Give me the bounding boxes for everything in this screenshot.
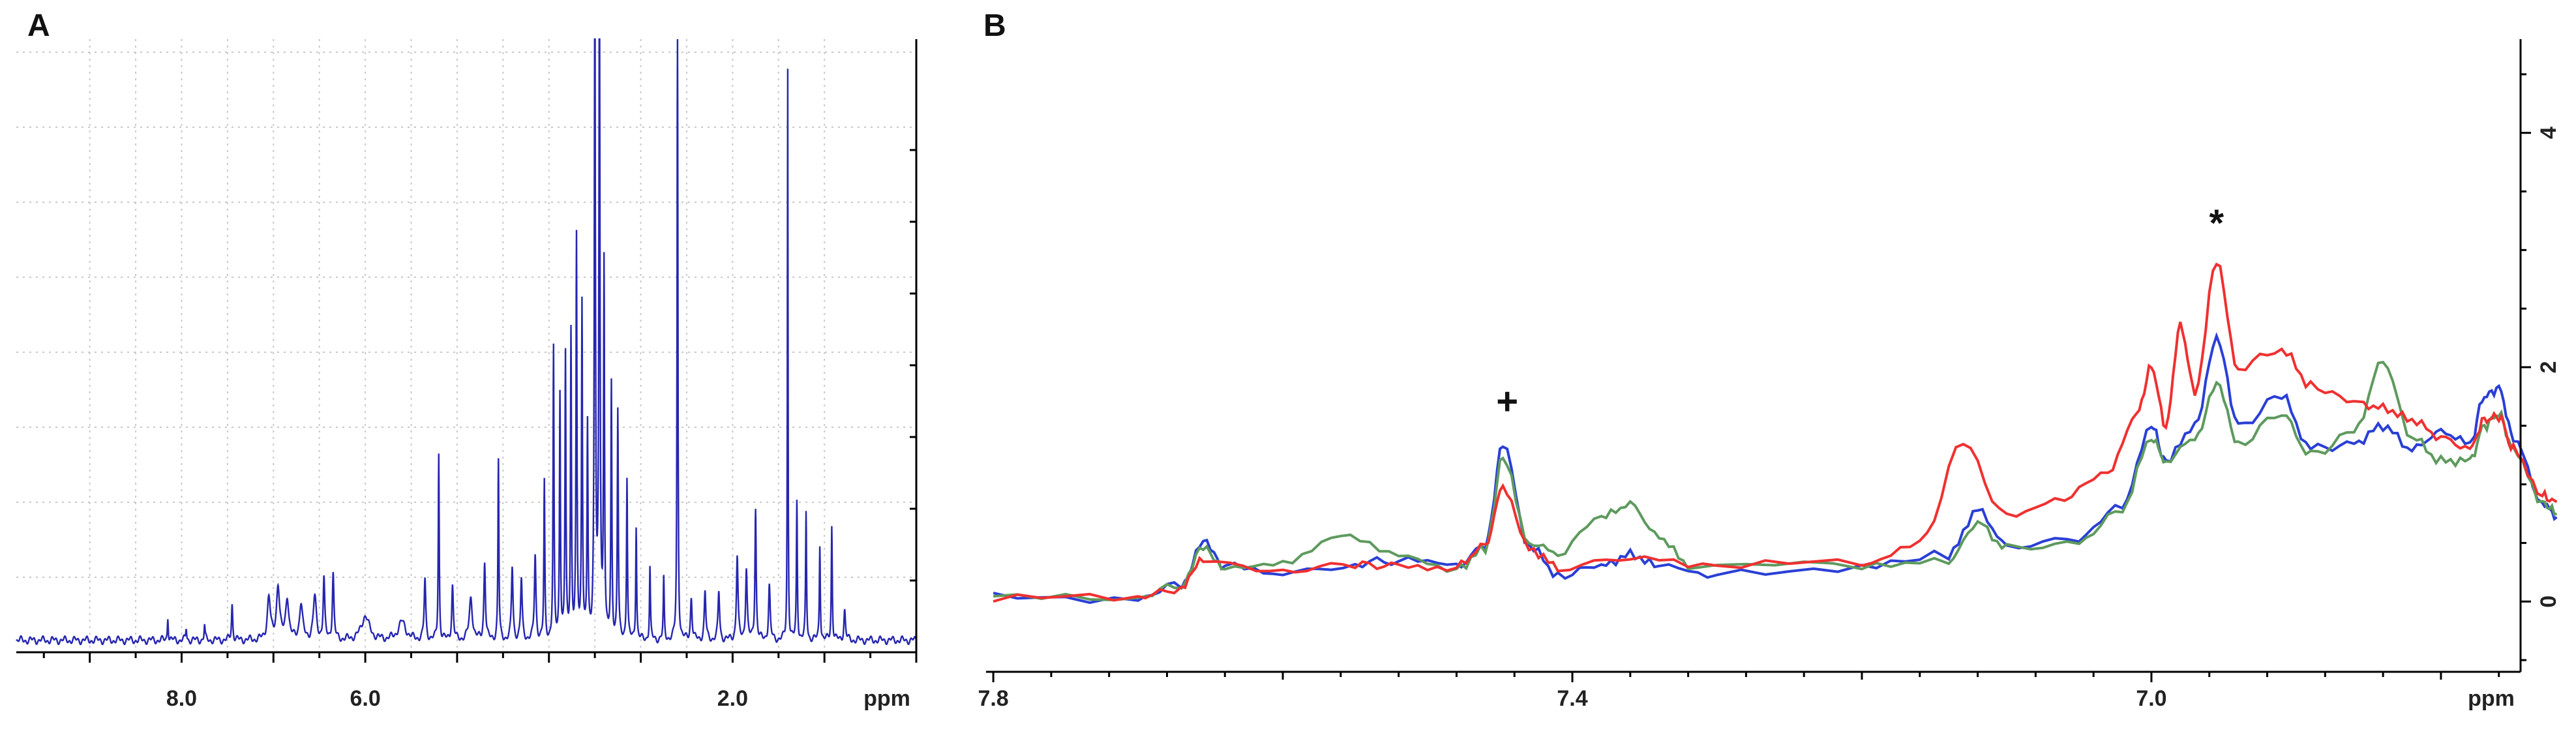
panel-b-series	[993, 262, 2558, 605]
panel-a: A 8.0 6.0 2.0 ppm	[16, 8, 918, 711]
panel-a-grid	[16, 39, 916, 652]
x-tick-label: 7.8	[978, 686, 1008, 711]
x-tick-label: 7.4	[1557, 686, 1587, 711]
panel-a-label: A	[27, 8, 50, 43]
peak-annotation: *	[2209, 202, 2224, 245]
panel-b-x-ticks: 7.8 7.4 7.0	[978, 672, 2500, 711]
panel-b-annotations: +*	[1496, 202, 2224, 423]
panel-a-x-label: ppm	[863, 686, 910, 711]
panel-b-label: B	[983, 8, 1006, 43]
panel-a-series	[16, 38, 917, 646]
spectrum-line	[993, 361, 2558, 601]
y-tick-label: 4	[2536, 127, 2561, 139]
panel-a-right-ticks	[910, 149, 916, 582]
x-tick-label: 8.0	[166, 686, 197, 711]
spectrum-line	[16, 38, 917, 646]
peak-annotation: +	[1496, 380, 1518, 423]
panel-b-y-ticks: 0 2 4	[2521, 73, 2561, 661]
y-tick-label: 2	[2536, 361, 2561, 374]
y-tick-label: 0	[2536, 596, 2561, 608]
x-tick-label: 6.0	[350, 686, 380, 711]
spectrum-line	[993, 262, 2558, 603]
x-tick-label: 2.0	[717, 686, 748, 711]
spectrum-line	[993, 331, 2558, 605]
x-tick-label: 7.0	[2136, 686, 2166, 711]
panel-a-x-ticks: 8.0 6.0 2.0	[42, 652, 918, 711]
panel-b: B 7.8 7.4 7.0 024 +* ppm	[978, 8, 2561, 711]
panel-b-x-label: ppm	[2468, 686, 2515, 711]
